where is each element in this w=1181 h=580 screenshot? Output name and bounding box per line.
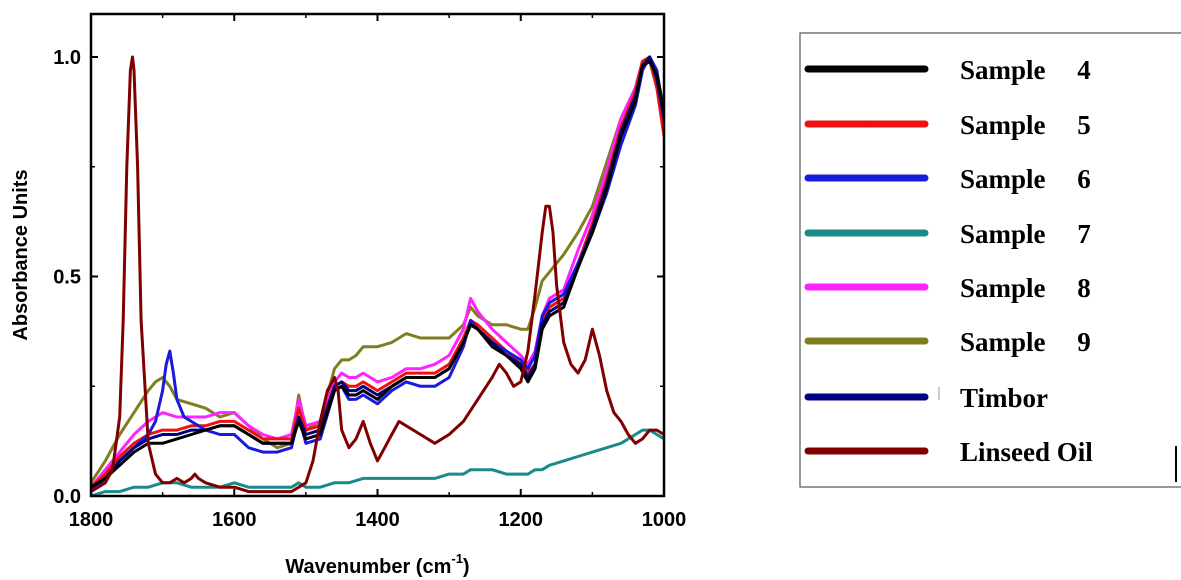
x-tick-label: 1200 — [499, 509, 544, 531]
legend-number: 6 — [1077, 164, 1091, 194]
series-line-sample-9 — [91, 59, 664, 485]
legend-label: Timbor — [960, 383, 1048, 413]
legend-swatch-marker — [863, 66, 869, 72]
legend-swatch-marker — [863, 284, 869, 290]
y-tick-label: 1.0 — [53, 47, 81, 69]
legend-number: 9 — [1077, 327, 1091, 357]
x-tick-label: 1400 — [355, 509, 400, 531]
x-tick-label: 1000 — [642, 509, 687, 531]
legend-entry: Sample 9 — [804, 327, 1091, 357]
legend-entry: Sample 8 — [804, 273, 1091, 303]
legend-swatch-marker — [863, 338, 869, 344]
x-axis-label-sup: -1 — [451, 551, 463, 566]
legend-number: 4 — [1077, 55, 1091, 85]
legend-label: Sample — [960, 110, 1046, 140]
legend-swatch-marker — [863, 230, 869, 236]
y-axis-label: Absorbance Units — [10, 169, 32, 340]
legend-label: Sample — [960, 55, 1046, 85]
legend-swatch-marker — [863, 121, 869, 127]
legend-label: Sample — [960, 219, 1046, 249]
series-layer — [91, 55, 664, 496]
series-line-sample-5 — [91, 55, 664, 489]
y-tick-label: 0.5 — [53, 267, 81, 289]
series-line-sample-6 — [91, 55, 664, 494]
legend-entry: Sample 7 — [804, 219, 1091, 249]
legend-label: Sample — [960, 327, 1046, 357]
legend-box — [799, 32, 1181, 488]
legend-swatch-marker — [863, 175, 869, 181]
series-line-linseed-oil — [91, 55, 664, 494]
legend-entry: Linseed Oil — [804, 437, 1093, 467]
series-line-sample-8 — [91, 55, 664, 489]
x-tick-label: 1800 — [69, 509, 114, 531]
x-axis: 1800 1600 1400 1200 1000 — [69, 14, 687, 531]
legend-entry: Sample 6 — [804, 164, 1091, 194]
y-axis: 0.0 0.5 1.0 — [53, 47, 664, 508]
x-axis-label-main: Wavenumber (cm — [285, 556, 451, 578]
x-tick-label: 1600 — [212, 509, 257, 531]
legend-label: Linseed Oil — [960, 437, 1093, 467]
legend-number: 5 — [1077, 110, 1091, 140]
x-axis-label-close: ) — [463, 556, 470, 578]
legend-label: Sample — [960, 164, 1046, 194]
series-line-sample-7 — [91, 428, 664, 496]
series-line-sample-4 — [91, 59, 664, 489]
plot-frame — [89, 12, 666, 498]
legend-entry: Sample 5 — [804, 110, 1091, 140]
legend-swatch-marker — [863, 448, 869, 454]
y-tick-label: 0.0 — [53, 486, 81, 508]
series-line-timbor — [91, 55, 664, 489]
legend-number: 7 — [1077, 219, 1091, 249]
legend-entry: Sample 4 — [804, 55, 1091, 85]
legend-number: 8 — [1077, 273, 1091, 303]
x-axis-label: Wavenumber (cm-1) — [285, 551, 469, 578]
legend-label: Sample — [960, 273, 1046, 303]
legend-swatch-marker — [863, 394, 869, 400]
legend-entry: Timbor — [804, 383, 1048, 413]
